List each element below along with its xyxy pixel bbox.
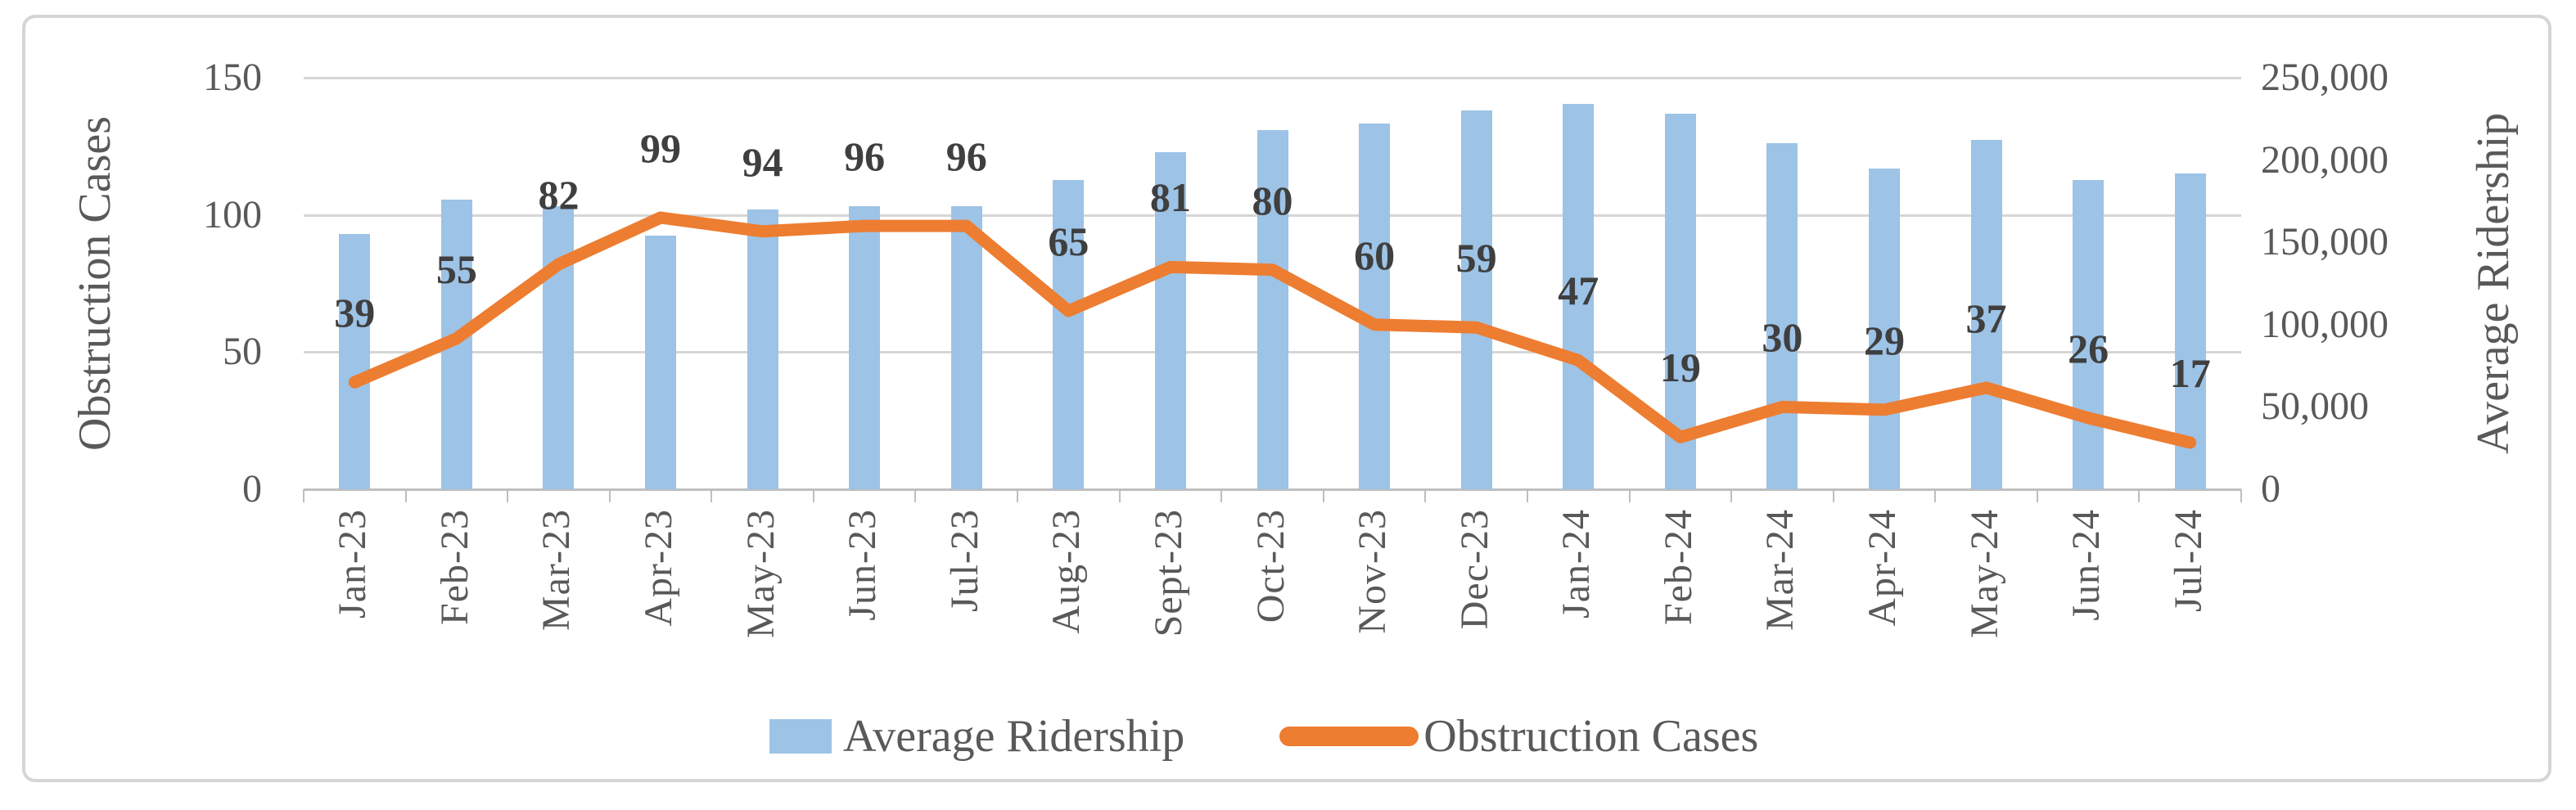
data-label-Jan-23: 39 [334, 290, 376, 336]
x-label-Apr-23: Apr-23 [637, 509, 681, 627]
x-axis-tick [1832, 489, 1834, 502]
x-label-Feb-23: Feb-23 [432, 509, 476, 625]
data-label-Feb-23: 55 [435, 245, 477, 292]
bar-Dec-23 [1460, 110, 1492, 489]
x-axis-tick [2138, 489, 2141, 502]
legend-line-swatch [1279, 727, 1419, 746]
data-label-Apr-23: 99 [640, 125, 682, 172]
x-label-Jan-23: Jan-23 [331, 509, 375, 619]
bar-Aug-23 [1053, 179, 1085, 489]
obstruction-cases-line [348, 211, 2197, 449]
bar-Jan-23 [339, 234, 371, 489]
x-label-Sept-23: Sept-23 [1146, 509, 1190, 637]
left-tick-0: 0 [242, 467, 262, 511]
right-tick-0: 0 [2261, 467, 2281, 511]
gridline-150 [304, 77, 2241, 79]
x-axis-tick [303, 489, 305, 502]
right-tick-250000: 250,000 [2261, 56, 2389, 99]
data-label-Oct-23: 80 [1252, 177, 1293, 223]
x-label-Aug-23: Aug-23 [1044, 509, 1089, 634]
x-axis-tick [1118, 489, 1121, 502]
x-label-Jul-23: Jul-23 [942, 509, 986, 612]
x-axis-tick [812, 489, 814, 502]
x-axis-tick [1934, 489, 1937, 502]
legend-label-average-ridership: Average Ridership [843, 711, 1185, 762]
x-axis-tick [1730, 489, 1733, 502]
bar-Mar-24 [1766, 143, 1798, 489]
legend-bar-swatch [769, 719, 832, 754]
left-axis-title: Obstruction Cases [70, 115, 120, 452]
bar-Jan-24 [1563, 104, 1595, 489]
bar-Apr-23 [645, 236, 677, 489]
legend-label-obstruction-cases: Obstruction Cases [1423, 711, 1759, 762]
x-label-May-24: May-24 [1962, 509, 2006, 638]
x-label-Jul-24: Jul-24 [2166, 509, 2210, 612]
x-axis-tick [2036, 489, 2038, 502]
bar-Oct-23 [1256, 130, 1288, 489]
x-axis-tick [1628, 489, 1631, 502]
obstruction-cases-line-layer [348, 211, 2197, 449]
data-label-Sept-23: 81 [1149, 174, 1191, 221]
x-label-Mar-24: Mar-24 [1758, 509, 1802, 631]
data-label-Aug-23: 65 [1048, 218, 1089, 265]
x-label-Oct-23: Oct-23 [1248, 509, 1293, 623]
right-tick-150000: 150,000 [2261, 220, 2389, 264]
x-axis-tick [2240, 489, 2242, 502]
data-label-Jun-24: 26 [2068, 325, 2109, 371]
x-label-Jun-24: Jun-24 [2064, 509, 2109, 621]
x-axis-tick [1017, 489, 1019, 502]
legend: Average Ridership Obstruction Cases [769, 705, 1758, 767]
bar-Jun-23 [849, 205, 881, 489]
x-label-Mar-23: Mar-23 [535, 509, 579, 631]
bar-Nov-23 [1359, 124, 1391, 489]
left-tick-150: 150 [203, 56, 262, 99]
x-label-Jan-24: Jan-24 [1554, 509, 1599, 619]
x-label-Apr-24: Apr-24 [1860, 509, 1904, 627]
right-tick-100000: 100,000 [2261, 302, 2389, 346]
x-label-Jun-23: Jun-23 [841, 509, 885, 621]
data-label-May-24: 37 [1965, 295, 2007, 341]
x-axis-line [304, 488, 2241, 491]
bar-Jul-23 [950, 205, 982, 489]
right-axis-title: Average Ridership [2468, 112, 2519, 455]
data-label-Jul-24: 17 [2169, 349, 2211, 396]
right-tick-200000: 200,000 [2261, 137, 2389, 182]
x-label-Feb-24: Feb-24 [1656, 509, 1700, 625]
data-label-May-23: 94 [742, 138, 783, 185]
data-label-Mar-24: 30 [1762, 314, 1803, 361]
x-axis-tick [1526, 489, 1528, 502]
bar-Jun-24 [2073, 179, 2105, 489]
data-label-Jun-23: 96 [844, 133, 886, 180]
right-tick-50000: 50,000 [2261, 385, 2369, 429]
x-axis-tick [507, 489, 509, 502]
left-tick-50: 50 [223, 330, 262, 374]
bar-May-24 [1970, 140, 2002, 489]
data-label-Mar-23: 82 [538, 172, 580, 218]
x-axis-tick [1220, 489, 1223, 502]
bar-Apr-24 [1868, 168, 1900, 489]
x-label-Dec-23: Dec-23 [1452, 509, 1496, 630]
data-label-Jan-24: 47 [1558, 268, 1599, 314]
data-label-Feb-24: 19 [1659, 344, 1701, 391]
x-axis-tick [404, 489, 407, 502]
x-label-Nov-23: Nov-23 [1351, 509, 1395, 634]
data-label-Nov-23: 60 [1354, 232, 1396, 278]
bar-Sept-23 [1154, 151, 1186, 489]
data-label-Dec-23: 59 [1455, 235, 1497, 281]
x-axis-tick [608, 489, 611, 502]
x-axis-tick [711, 489, 713, 502]
left-tick-100: 100 [203, 192, 262, 236]
plot-area [303, 77, 2242, 502]
data-label-Jul-23: 96 [945, 133, 987, 180]
x-axis-tick [914, 489, 917, 502]
data-label-Apr-24: 29 [1863, 317, 1905, 363]
x-label-May-23: May-23 [738, 509, 783, 638]
bar-May-23 [747, 209, 778, 489]
x-axis-tick [1424, 489, 1427, 502]
x-axis-tick [1322, 489, 1324, 502]
